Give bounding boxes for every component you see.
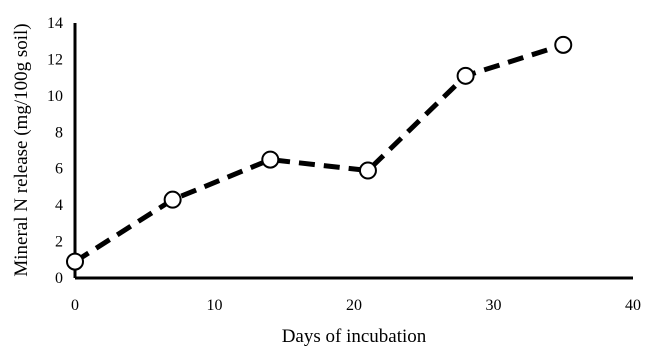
y-tick-label: 8 [55,124,63,141]
y-tick-label: 10 [47,88,63,105]
y-tick-label: 2 [55,234,63,251]
data-point [66,252,84,271]
data-point [163,190,182,209]
data-point [456,66,475,85]
plot-area: 0 10 20 30 40 0 2 4 6 8 10 12 14 [47,15,641,314]
y-tick-labels: 0 2 4 6 8 10 12 14 [47,15,63,287]
y-tick-label: 0 [55,270,63,287]
y-tick-label: 6 [55,161,63,178]
x-tick-label: 30 [486,297,502,314]
series-layer [66,35,573,271]
x-tick-label: 0 [71,297,79,314]
x-tick-label: 40 [625,297,641,314]
x-tick-labels: 0 10 20 30 40 [71,297,641,314]
x-tick-label: 10 [207,297,223,314]
data-point [261,150,280,169]
data-point [358,161,377,180]
data-point [554,35,573,54]
y-tick-label: 14 [47,15,63,32]
series-line [73,42,565,264]
x-tick-label: 20 [346,297,362,314]
y-axis-title: Mineral N release (mg/100g soil) [11,23,32,276]
x-axis-title: Days of incubation [282,326,427,347]
y-tick-label: 12 [47,51,63,68]
y-tick-label: 4 [55,197,63,214]
